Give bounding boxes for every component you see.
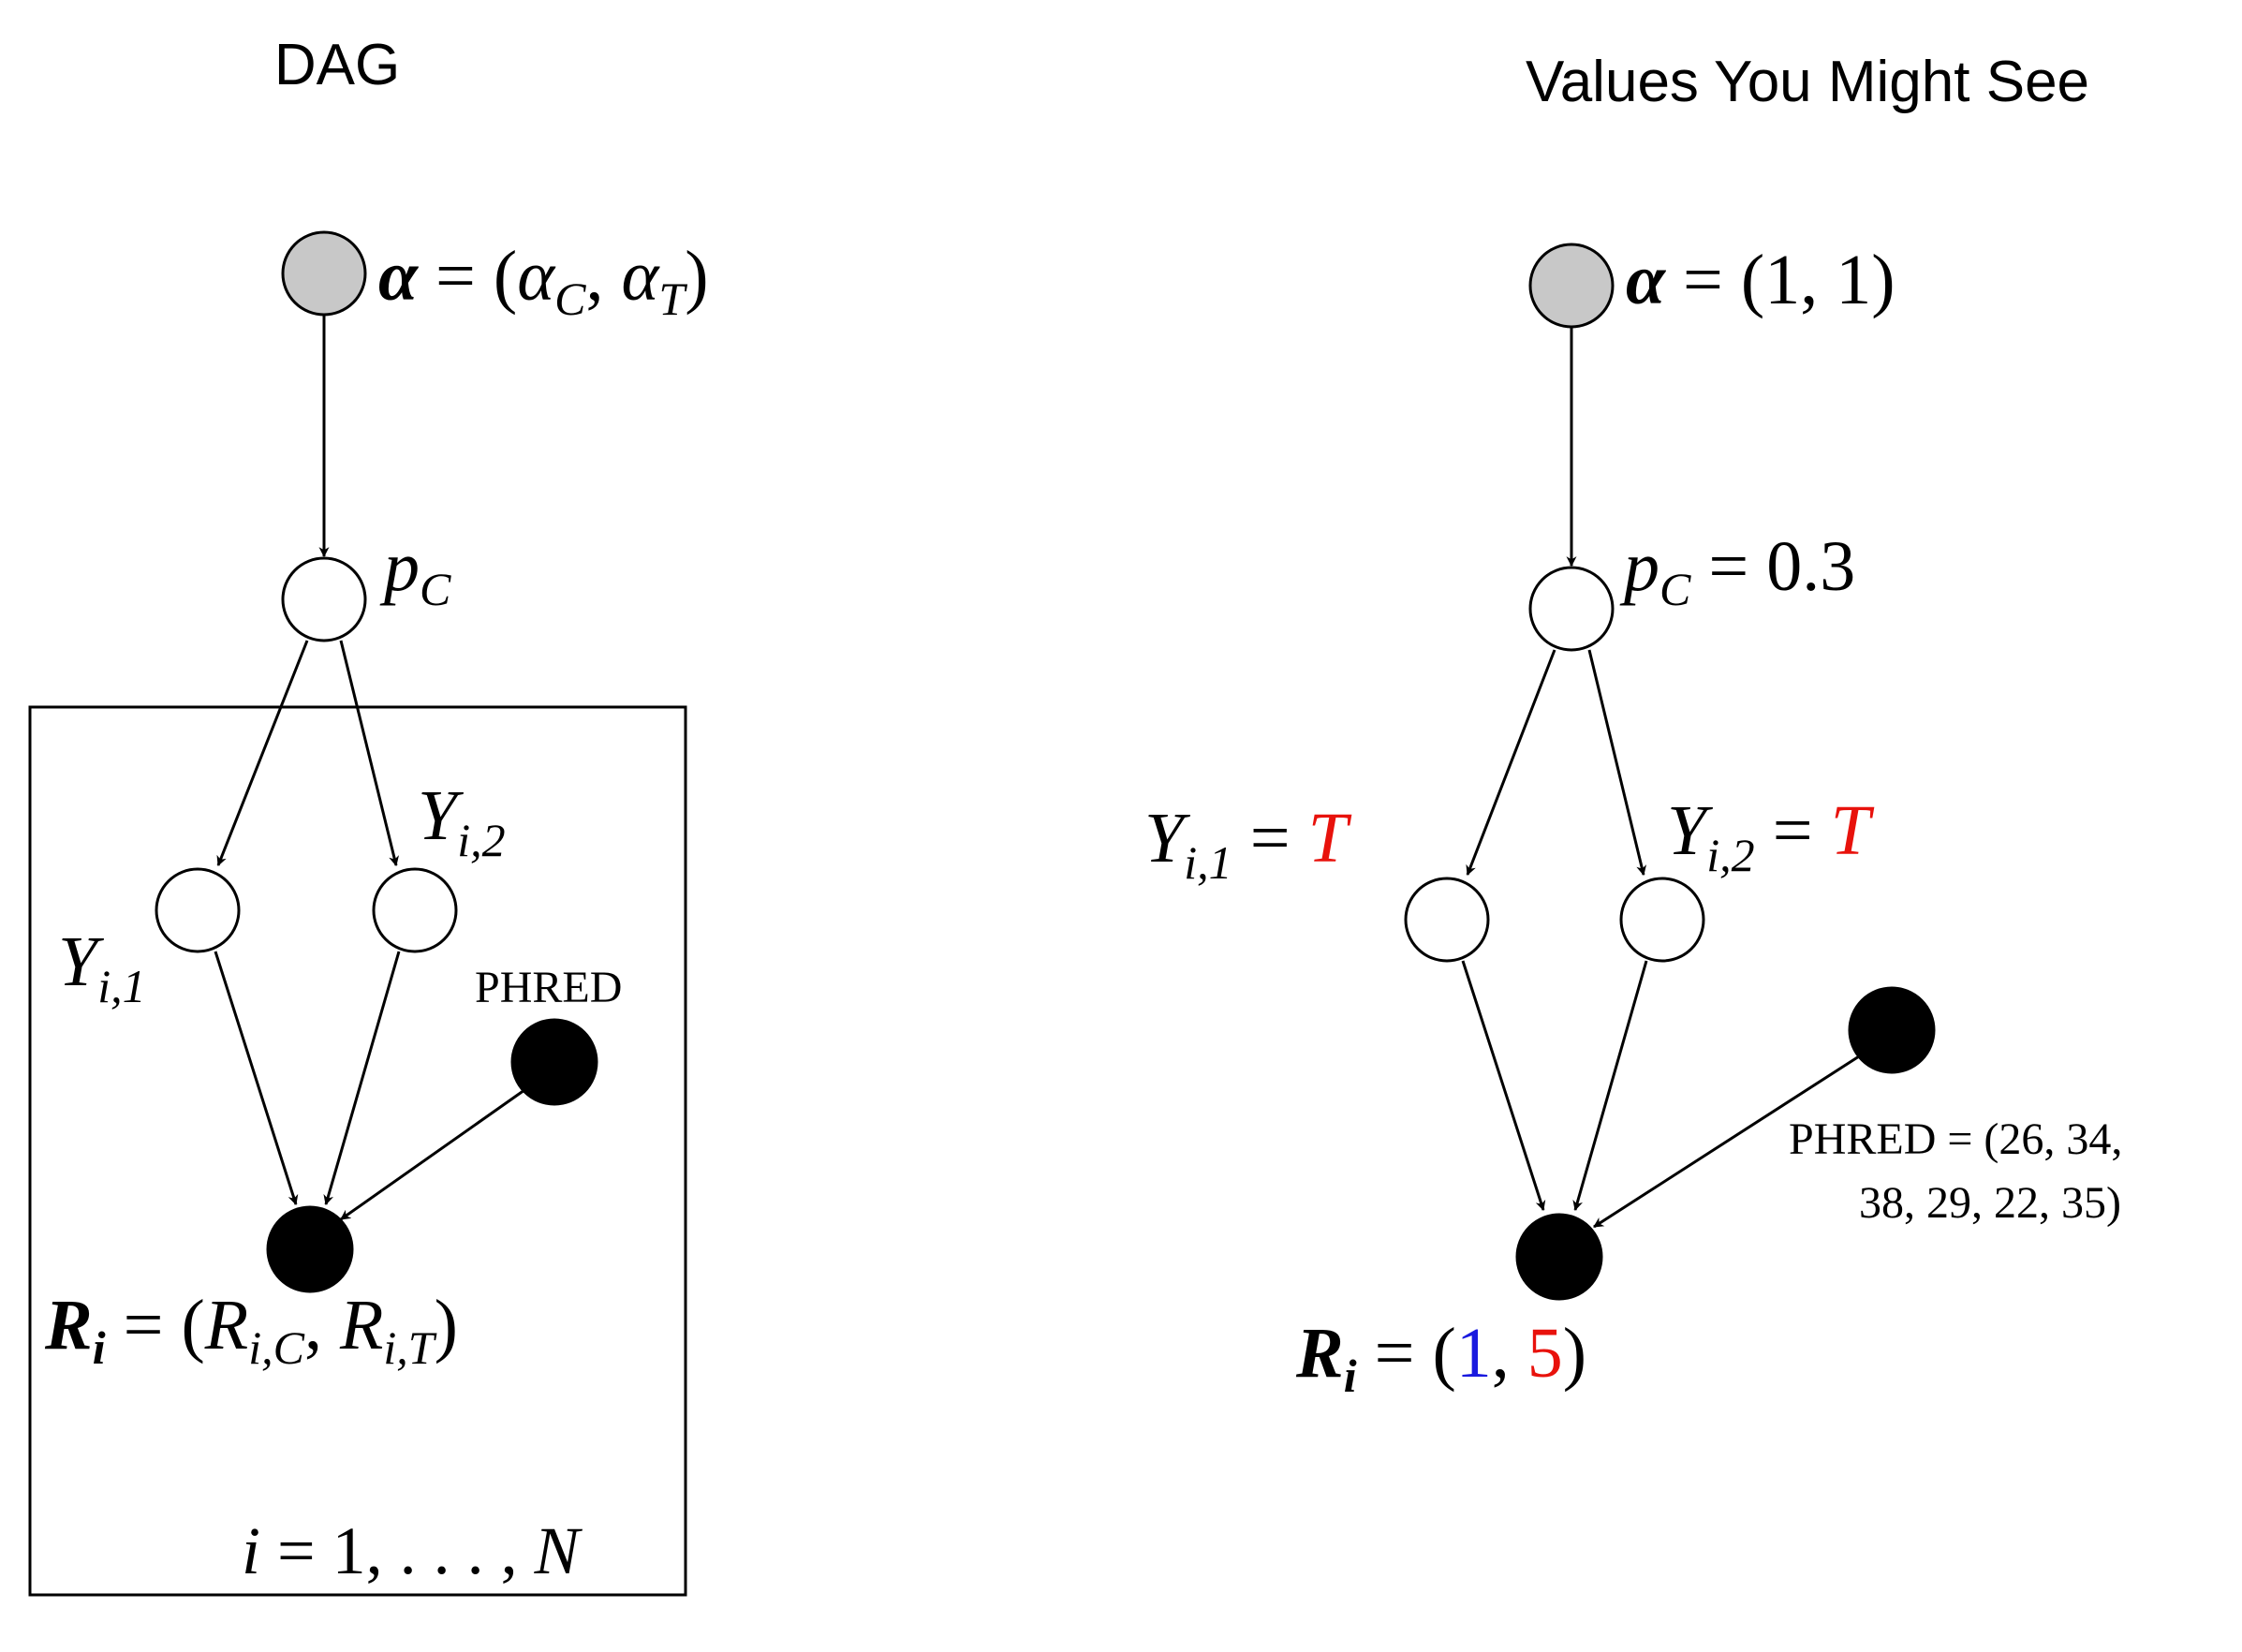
alpha-node [281, 230, 367, 317]
r-label-right: Ri = (1, 5) [1295, 1314, 1586, 1402]
y2-node-right [1619, 877, 1705, 963]
y2-label: Yi,2 [418, 776, 506, 866]
phred-label: PHRED [475, 963, 622, 1012]
values-panel: Values You Might See α = (1, 1) pC = 0.3… [1144, 50, 2122, 1402]
pc-node-right [1528, 566, 1615, 652]
phred-values-line1: PHRED = (26, 34, [1789, 1114, 2122, 1164]
y1-node [155, 867, 241, 953]
r-value-c: 1 [1456, 1314, 1492, 1393]
plate-label: i = 1, . . . , N [242, 1513, 583, 1588]
phred-node-right [1848, 986, 1936, 1074]
alpha-node-right [1528, 243, 1615, 329]
values-heading: Values You Might See [1526, 50, 2089, 114]
dag-heading: DAG [274, 33, 400, 97]
plate-rectangle [28, 705, 687, 1597]
y1-label: Yi,1 [58, 922, 146, 1012]
y2-node [372, 867, 458, 953]
y1-label-right: Yi,1 = T [1144, 799, 1352, 889]
edge-phred-to-r [340, 1088, 525, 1221]
r-label: Ri = (Ri,C, Ri,T) [44, 1286, 458, 1374]
edge-phred-to-r-right [1593, 1055, 1860, 1229]
edge-y2-to-r-right [1572, 960, 1648, 1212]
edge-y1-to-r-right [1461, 960, 1546, 1212]
r-value-t: 5 [1527, 1314, 1563, 1393]
r-node-right [1515, 1213, 1603, 1301]
edge-y2-to-r [323, 951, 401, 1206]
edge-pc-to-y2 [339, 640, 399, 867]
edge-y1-to-r [214, 951, 299, 1206]
phred-node [510, 1018, 598, 1106]
alpha-label: α = (αC, αT) [378, 237, 709, 325]
r-node [266, 1205, 354, 1293]
dag-panel: DAG α = (αC, αT) pC Yi,1 Yi,2 PHRED [28, 33, 709, 1597]
y2-label-right: Yi,2 = T [1667, 791, 1875, 881]
pc-label: pC [379, 527, 451, 615]
pc-label-right: pC = 0.3 [1619, 527, 1855, 615]
edge-pc-to-y1 [216, 640, 309, 867]
pc-node [281, 556, 367, 642]
y1-value-right: T [1308, 799, 1352, 878]
phred-values-line2: 38, 29, 22, 35) [1859, 1178, 2121, 1228]
edge-pc-to-y1-right [1466, 649, 1556, 877]
y1-node-right [1404, 877, 1490, 963]
y2-value-right: T [1831, 791, 1875, 870]
alpha-label-right: α = (1, 1) [1626, 241, 1895, 319]
edge-pc-to-y2-right [1587, 649, 1647, 877]
